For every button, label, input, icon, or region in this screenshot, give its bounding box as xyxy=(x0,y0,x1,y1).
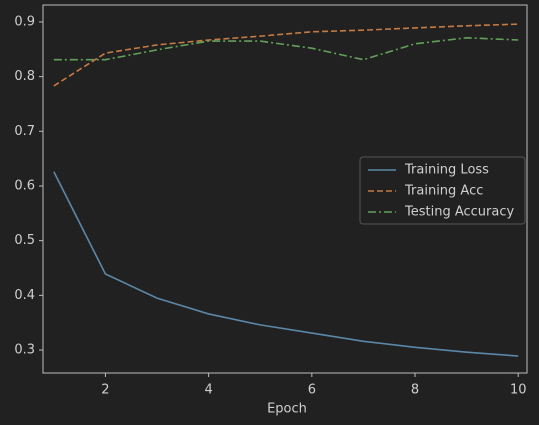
series-line xyxy=(53,23,519,87)
y-tick-label: 0.6 xyxy=(14,178,35,193)
x-tick-label: 10 xyxy=(510,383,527,398)
plot-frame xyxy=(42,4,528,374)
series-line xyxy=(53,37,519,61)
y-tick-label: 0.7 xyxy=(14,124,35,139)
y-tick-label: 0.4 xyxy=(14,288,35,303)
legend-label: Training Acc xyxy=(404,184,483,199)
x-tick-label: 8 xyxy=(411,383,419,398)
y-tick-label: 0.9 xyxy=(14,14,35,29)
y-tick-label: 0.3 xyxy=(14,343,35,358)
x-tick-label: 6 xyxy=(308,383,316,398)
x-axis-label: Epoch xyxy=(267,402,307,417)
series-line xyxy=(53,171,519,357)
legend-label: Testing Accuracy xyxy=(404,205,514,220)
y-tick-label: 0.5 xyxy=(14,233,35,248)
legend-label: Training Loss xyxy=(404,163,489,178)
y-tick-label: 0.8 xyxy=(14,69,35,84)
x-tick-label: 2 xyxy=(101,383,109,398)
legend-box xyxy=(359,156,526,225)
x-tick-label: 4 xyxy=(204,383,212,398)
